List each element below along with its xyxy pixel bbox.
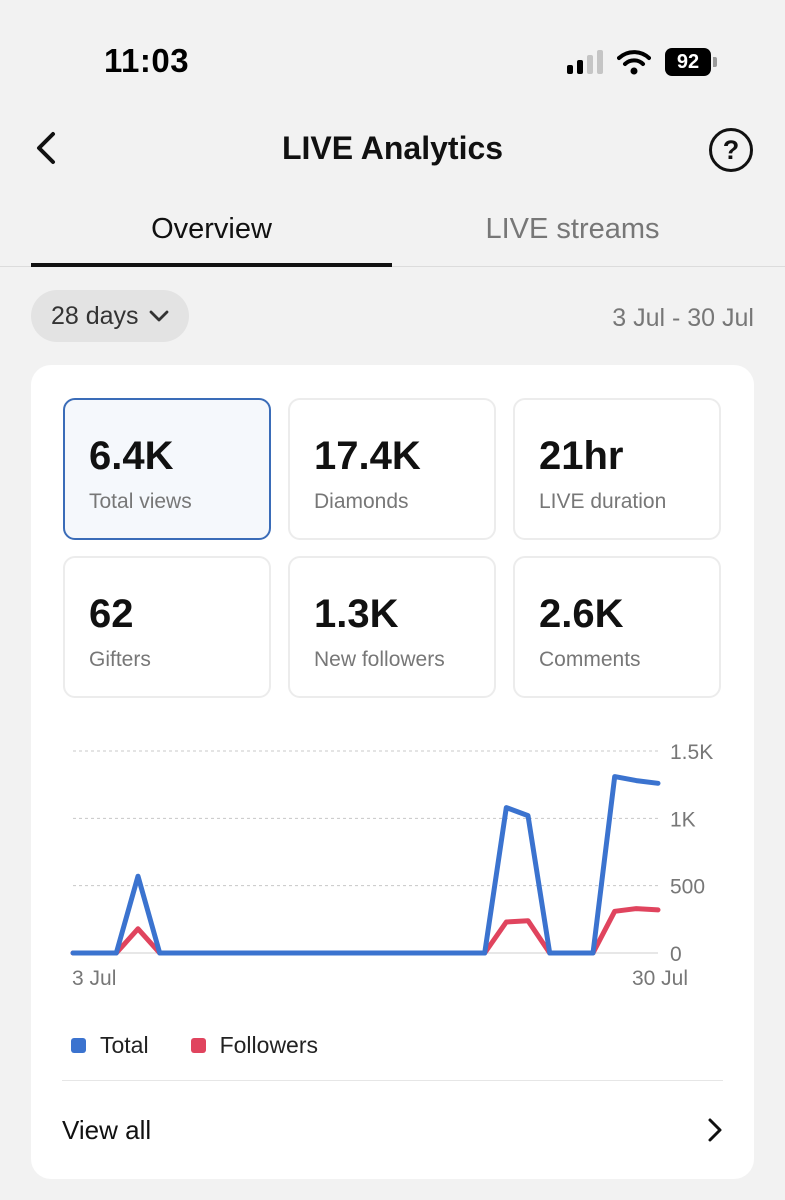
metric-value: 1.3K — [314, 592, 399, 636]
legend-item-total: Total — [71, 1032, 149, 1059]
metric-label: Total views — [89, 490, 192, 513]
metric-label: Comments — [539, 648, 641, 671]
line-chart: 0 500 1K 1.5K 3 Jul 30 Jul — [31, 735, 754, 995]
y-tick-label: 1K — [670, 808, 696, 831]
view-all-label: View all — [62, 1114, 152, 1145]
chevron-right-icon — [708, 1118, 722, 1142]
legend-label: Followers — [219, 1032, 319, 1058]
view-all-button[interactable]: View all — [62, 1095, 723, 1165]
status-bar: 11:03 92 — [0, 0, 785, 110]
date-range: 3 Jul - 30 Jul — [612, 304, 754, 332]
legend-swatch — [71, 1038, 86, 1053]
legend-label: Total — [100, 1032, 149, 1058]
period-label: 28 days — [51, 301, 139, 330]
battery-icon: 92 — [665, 48, 717, 76]
chevron-left-icon — [37, 132, 55, 164]
x-tick-label: 30 Jul — [632, 967, 688, 990]
divider — [62, 1080, 723, 1081]
series-line-followers — [70, 906, 661, 956]
metric-label: Diamonds — [314, 490, 409, 513]
status-time: 11:03 — [104, 42, 190, 79]
back-button[interactable] — [28, 128, 64, 168]
metric-live-duration[interactable]: 21hr LIVE duration — [513, 398, 721, 540]
metric-label: New followers — [314, 648, 445, 671]
x-tick-label: 3 Jul — [72, 967, 116, 990]
y-tick-label: 500 — [670, 876, 705, 899]
metric-value: 2.6K — [539, 592, 624, 636]
metric-value: 6.4K — [89, 434, 174, 478]
chart-svg: 0 500 1K 1.5K 3 Jul 30 Jul — [70, 741, 713, 990]
y-tick-label: 0 — [670, 943, 682, 966]
tab-overview[interactable]: Overview — [151, 213, 272, 245]
chevron-down-icon — [149, 310, 168, 322]
metric-value: 17.4K — [314, 434, 421, 478]
analytics-card: 6.4K Total views 17.4K Diamonds 21hr LIV… — [31, 365, 754, 1179]
series-line-total — [70, 774, 661, 956]
metric-comments[interactable]: 2.6K Comments — [513, 556, 721, 698]
tab-live-streams[interactable]: LIVE streams — [485, 213, 660, 245]
metric-gifters[interactable]: 62 Gifters — [63, 556, 271, 698]
filter-row: 28 days 3 Jul - 30 Jul — [31, 290, 754, 342]
battery-level: 92 — [665, 48, 711, 76]
status-icons: 92 — [567, 48, 717, 76]
y-tick-label: 1.5K — [670, 741, 713, 764]
chart-legend: Total Followers — [71, 1032, 360, 1059]
metric-total-views[interactable]: 6.4K Total views — [63, 398, 271, 540]
period-dropdown[interactable]: 28 days — [31, 290, 189, 342]
page-title: LIVE Analytics — [281, 130, 504, 166]
help-button[interactable]: ? — [709, 128, 753, 172]
metric-value: 62 — [89, 592, 134, 636]
metric-new-followers[interactable]: 1.3K New followers — [288, 556, 496, 698]
metric-diamonds[interactable]: 17.4K Diamonds — [288, 398, 496, 540]
help-circle-icon: ? — [722, 134, 740, 165]
legend-item-followers: Followers — [190, 1032, 319, 1059]
metric-label: Gifters — [89, 648, 151, 671]
signal-icon — [567, 50, 603, 74]
tab-bar: Overview LIVE streams — [0, 195, 785, 267]
legend-swatch — [190, 1038, 206, 1053]
nav-bar: LIVE Analytics ? — [0, 118, 785, 180]
wifi-icon — [617, 50, 651, 75]
metric-label: LIVE duration — [539, 490, 667, 513]
metric-value: 21hr — [539, 434, 624, 478]
tab-indicator — [31, 263, 392, 267]
